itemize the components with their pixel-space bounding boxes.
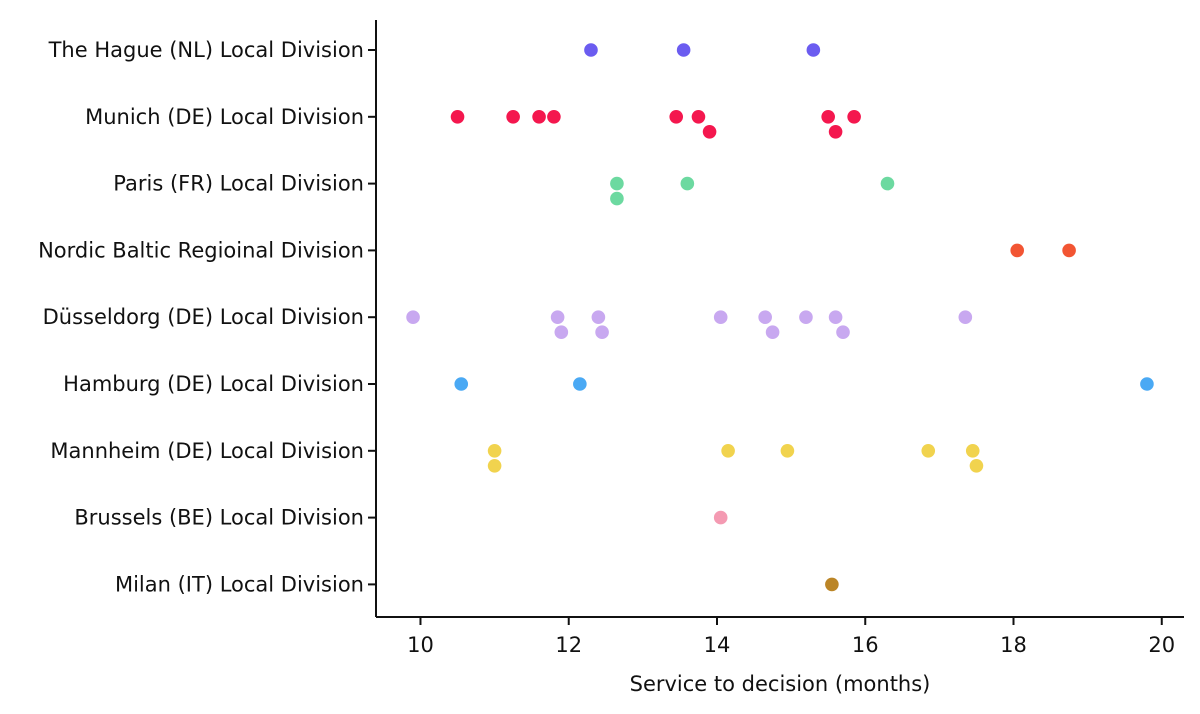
data-point [965, 444, 980, 458]
data-point [921, 444, 936, 458]
data-point [573, 377, 587, 391]
x-tick-label: 18 [1000, 633, 1027, 657]
data-point [713, 310, 728, 325]
y-tick-label: Mannheim (DE) Local Division [50, 439, 364, 463]
data-point [721, 444, 735, 458]
x-tick-label: 14 [704, 633, 731, 657]
data-point [836, 325, 850, 340]
data-point [1010, 243, 1025, 258]
data-point [780, 444, 795, 458]
data-point [758, 310, 772, 325]
data-point [806, 43, 821, 57]
y-axis: The Hague (NL) Local Division Munich (DE)… [38, 20, 377, 617]
data-point [591, 310, 606, 325]
data-point [454, 377, 469, 391]
y-tick-label: Paris (FR) Local Division [113, 172, 364, 196]
data-point [669, 110, 684, 124]
x-axis-title: Service to decision (months) [630, 672, 931, 696]
y-tick-label: The Hague (NL) Local Division [48, 38, 364, 62]
data-point [550, 310, 565, 325]
data-point [765, 325, 780, 340]
data-point [821, 110, 835, 124]
data-point [691, 110, 706, 124]
data-point [554, 325, 569, 340]
data-point [828, 125, 843, 139]
data-point [450, 110, 465, 124]
data-point [847, 110, 861, 124]
data-point [1140, 377, 1154, 391]
data-point [676, 43, 691, 57]
data-point [1062, 243, 1076, 258]
data-point [506, 110, 520, 124]
data-point [969, 459, 984, 473]
data-point [680, 176, 695, 191]
y-tick-label: Düsseldorg (DE) Local Division [43, 305, 364, 329]
data-point [828, 310, 843, 325]
x-axis: 10 12 14 16 18 20 [376, 616, 1184, 657]
data-point [702, 125, 717, 139]
data-point [547, 110, 561, 124]
x-tick-label: 10 [407, 633, 434, 657]
data-point [487, 459, 502, 473]
data-point [799, 310, 813, 325]
data-point [610, 176, 624, 191]
data-point [595, 325, 609, 340]
y-tick-label: Milan (IT) Local Division [115, 572, 364, 596]
data-point [584, 43, 598, 57]
data-point [532, 110, 546, 124]
data-point [825, 577, 839, 592]
y-tick-label: Brussels (BE) Local Division [74, 506, 364, 530]
y-tick-label: Munich (DE) Local Division [85, 105, 364, 129]
data-point [610, 191, 624, 206]
data-point [958, 310, 973, 325]
y-tick-label: Nordic Baltic Regioinal Division [38, 238, 364, 262]
data-point [713, 510, 728, 525]
x-tick-label: 16 [852, 633, 879, 657]
data-points [406, 43, 1154, 592]
data-point [487, 444, 502, 458]
x-tick-label: 12 [555, 633, 582, 657]
x-tick-label: 20 [1148, 633, 1175, 657]
data-point [880, 176, 895, 191]
data-point [406, 310, 420, 325]
y-tick-label: Hamburg (DE) Local Division [63, 372, 364, 396]
